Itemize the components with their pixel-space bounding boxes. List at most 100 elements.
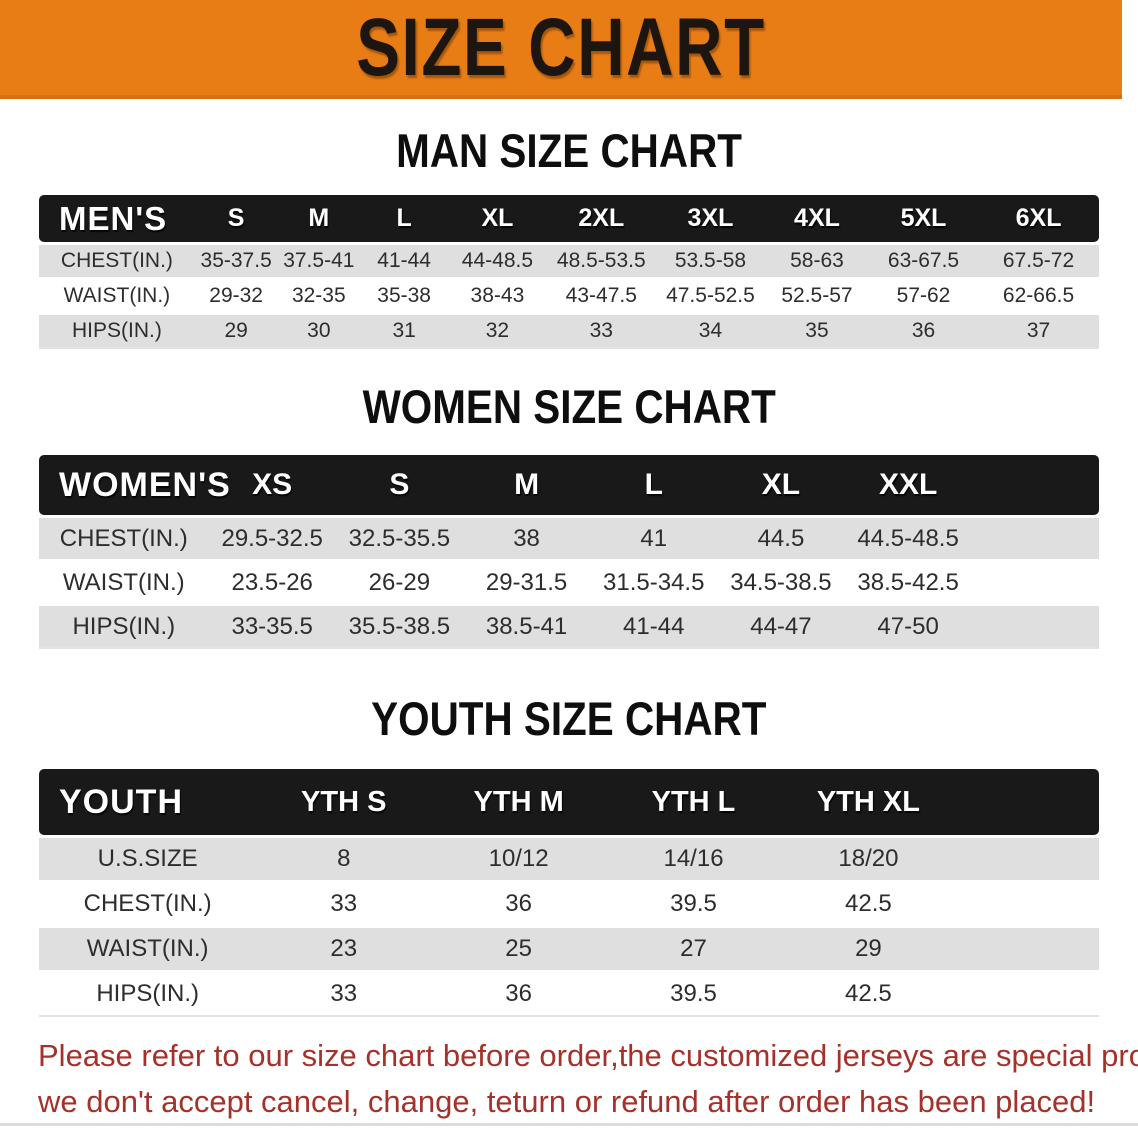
women-section-heading: WOMEN SIZE CHART: [362, 380, 776, 433]
column-header: 3XL: [655, 195, 766, 242]
row-label: HIPS(IN.): [39, 970, 257, 1015]
row-spacer: [955, 925, 1099, 970]
size-cell: 42.5: [780, 880, 956, 925]
size-cell: 41-44: [360, 242, 449, 277]
size-cell: 32.5-35.5: [335, 515, 463, 559]
size-cell: 38-43: [448, 277, 547, 312]
table-row: U.S.SIZE 8 10/12 14/16 18/20: [39, 835, 1099, 880]
row-spacer: [955, 835, 1099, 880]
size-cell: 27: [606, 925, 781, 970]
column-header: 2XL: [546, 195, 656, 242]
size-cell: 53.5-58: [655, 242, 766, 277]
men-section-heading: MAN SIZE CHART: [396, 124, 742, 177]
women-size-table: WOMEN'S XS S M L XL XXL CHEST(IN.) 29.5-32.5 32.5…: [39, 455, 1099, 649]
size-cell: 31.5-34.5: [590, 559, 718, 603]
size-cell: 35-37.5: [194, 242, 278, 277]
row-label: WAIST(IN.): [39, 925, 257, 970]
column-header: XS: [208, 455, 336, 515]
row-label: HIPS(IN.): [39, 312, 195, 347]
row-label: WAIST(IN.): [39, 277, 195, 312]
column-header: YTH M: [431, 769, 607, 835]
column-header: YTH S: [256, 769, 432, 835]
table-row: WAIST(IN.) 29-32 32-35 35-38 38-43 43-47.5 47.…: [39, 277, 1099, 312]
size-cell: 38: [462, 515, 591, 559]
size-cell: 38.5-41: [462, 603, 591, 647]
column-header: 6XL: [978, 195, 1099, 242]
size-cell: 39.5: [606, 970, 781, 1015]
size-cell: 47.5-52.5: [655, 277, 766, 312]
size-cell: 35-38: [360, 277, 449, 312]
row-spacer: [955, 880, 1099, 925]
women-section-heading-wrap: WOMEN SIZE CHART: [0, 381, 1138, 433]
header-spacer: [971, 455, 1099, 515]
size-cell: 10/12: [431, 835, 607, 880]
column-header: 5XL: [868, 195, 979, 242]
size-cell: 44-48.5: [448, 242, 547, 277]
row-label: HIPS(IN.): [39, 603, 209, 647]
column-header: L: [360, 195, 449, 242]
size-cell: 41-44: [590, 603, 718, 647]
size-cell: 37: [978, 312, 1099, 347]
column-header: S: [194, 195, 278, 242]
column-header: M: [277, 195, 361, 242]
size-cell: 33: [546, 312, 656, 347]
header-row: WOMEN'S XS S M L XL XXL: [39, 455, 1099, 515]
size-cell: 39.5: [606, 880, 781, 925]
table-row: CHEST(IN.) 29.5-32.5 32.5-35.5 38 41 44.5 44.5…: [39, 515, 1099, 559]
size-cell: 23: [256, 925, 432, 970]
size-cell: 33: [256, 880, 432, 925]
table-row: WAIST(IN.) 23.5-26 26-29 29-31.5 31.5-34.5 34…: [39, 559, 1099, 603]
size-cell: 36: [431, 880, 607, 925]
size-cell: 48.5-53.5: [546, 242, 656, 277]
header-row: MEN'S S M L XL 2XL 3XL 4XL 5XL 6XL: [39, 195, 1099, 242]
table-row: HIPS(IN.) 33 36 39.5 42.5: [39, 970, 1099, 1015]
size-cell: 35: [765, 312, 869, 347]
table-row: HIPS(IN.) 33-35.5 35.5-38.5 38.5-41 41-44 44-…: [39, 603, 1099, 647]
size-cell: 29-32: [194, 277, 278, 312]
row-label: CHEST(IN.): [39, 242, 195, 277]
column-header: S: [335, 455, 463, 515]
bottom-divider: [0, 1123, 1138, 1126]
banner: SIZE CHART: [0, 0, 1122, 99]
men-size-table: MEN'S S M L XL 2XL 3XL 4XL 5XL 6XL CHEST(IN.) 35-37…: [39, 195, 1099, 349]
size-cell: 35.5-38.5: [335, 603, 463, 647]
size-cell: 36: [868, 312, 979, 347]
header-spacer: [955, 769, 1099, 835]
column-header: XL: [717, 455, 845, 515]
size-cell: 43-47.5: [546, 277, 656, 312]
size-cell: 58-63: [765, 242, 869, 277]
men-section-heading-wrap: MAN SIZE CHART: [0, 125, 1138, 177]
row-label: WAIST(IN.): [39, 559, 209, 603]
column-header: 4XL: [765, 195, 869, 242]
size-cell: 57-62: [868, 277, 979, 312]
column-header: YTH L: [606, 769, 781, 835]
size-cell: 29.5-32.5: [208, 515, 336, 559]
size-cell: 44.5-48.5: [844, 515, 972, 559]
youth-section-heading-wrap: YOUTH SIZE CHART: [0, 693, 1138, 745]
size-cell: 62-66.5: [978, 277, 1099, 312]
size-cell: 14/16: [606, 835, 781, 880]
banner-title: SIZE CHART: [356, 1, 766, 93]
row-spacer: [971, 515, 1099, 559]
size-cell: 29: [194, 312, 278, 347]
disclaimer-line-2: we don't accept cancel, change, teturn o…: [38, 1084, 1096, 1119]
size-cell: 44-47: [717, 603, 845, 647]
size-cell: 25: [431, 925, 607, 970]
column-header: M: [462, 455, 591, 515]
size-cell: 44.5: [717, 515, 845, 559]
size-cell: 52.5-57: [765, 277, 869, 312]
size-cell: 31: [360, 312, 449, 347]
size-cell: 67.5-72: [978, 242, 1099, 277]
row-spacer: [971, 559, 1099, 603]
size-cell: 34.5-38.5: [717, 559, 845, 603]
size-cell: 37.5-41: [277, 242, 361, 277]
column-header: L: [590, 455, 718, 515]
size-cell: 32: [448, 312, 547, 347]
header-row: YOUTH YTH S YTH M YTH L YTH XL: [39, 769, 1099, 835]
size-cell: 30: [277, 312, 361, 347]
youth-size-table: YOUTH YTH S YTH M YTH L YTH XL U.S.SIZE 8 10/12…: [39, 769, 1099, 1017]
size-cell: 36: [431, 970, 607, 1015]
size-cell: 34: [655, 312, 766, 347]
size-cell: 18/20: [780, 835, 956, 880]
